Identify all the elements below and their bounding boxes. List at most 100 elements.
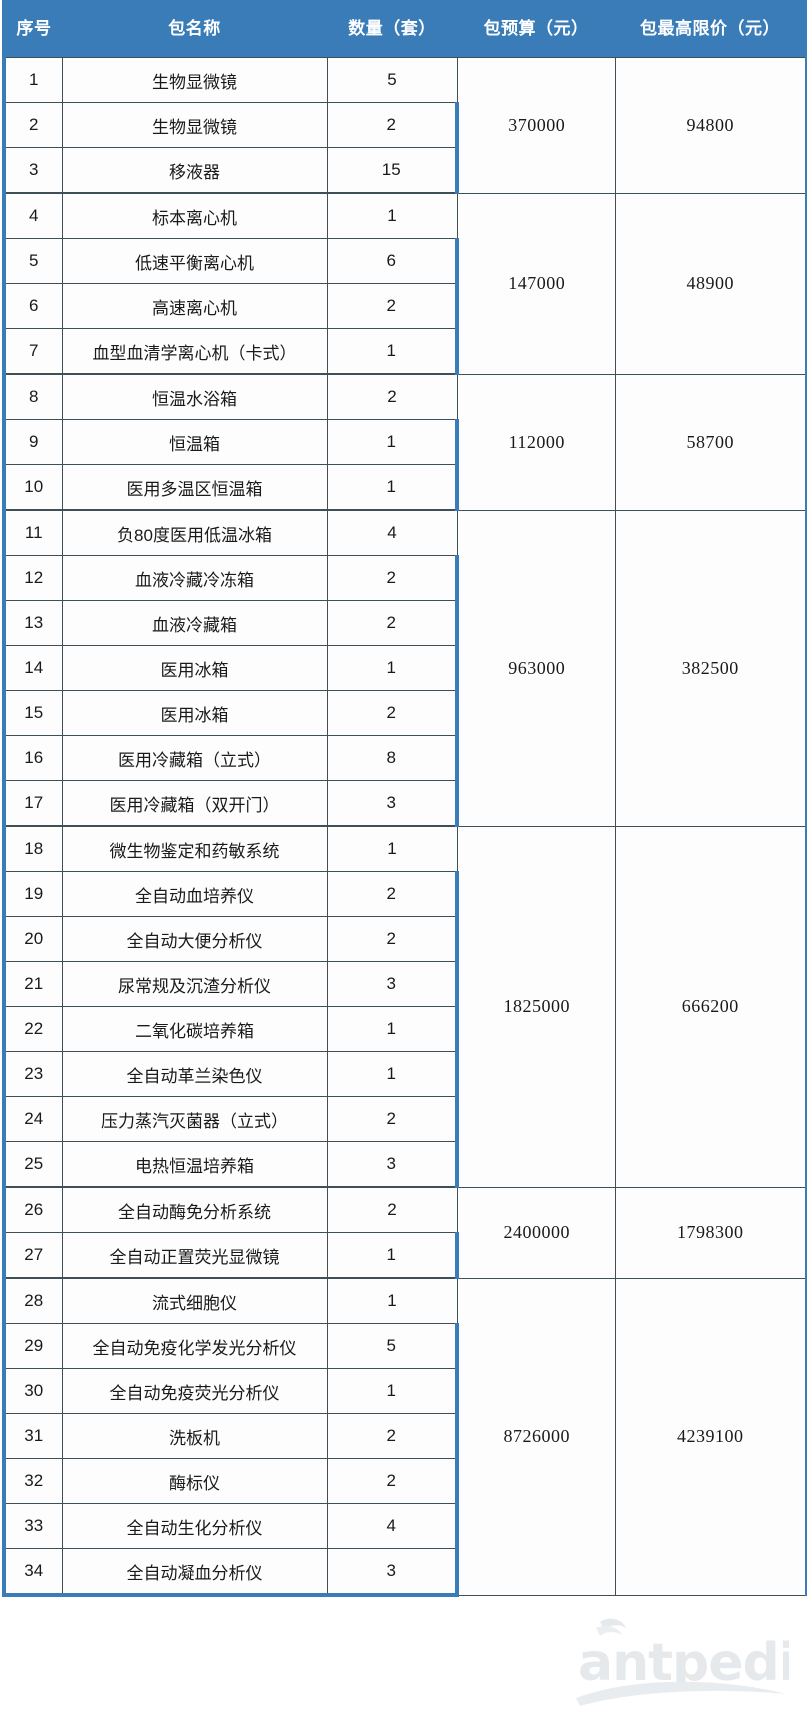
cell-package-name: 血液冷藏冷冻箱 (61, 555, 328, 601)
cell-package-budget: 2400000 (456, 1186, 616, 1279)
cell-quantity: 1 (326, 464, 459, 511)
table-row: 15 医用冰箱 2 (2, 690, 807, 736)
cell-package-budget: 147000 (456, 192, 616, 375)
cell-package-name: 医用冷藏箱（立式） (61, 735, 328, 781)
table-row: 14 医用冰箱 1 (2, 645, 807, 691)
antpedia-watermark: antpedia (574, 1602, 789, 1712)
cell-package-price-cap: 4239100 (614, 1277, 807, 1596)
cell-quantity: 2 (326, 1186, 458, 1233)
table-header-row: 序号 包名称 数量（套） 包预算（元） 包最高限价（元） (4, 0, 807, 58)
table-row: 34 全自动凝血分析仪 3 (2, 1548, 807, 1597)
cell-sequence: 5 (2, 238, 63, 284)
cell-package-name: 全自动酶免分析系统 (61, 1186, 328, 1233)
cell-sequence: 20 (2, 916, 63, 962)
cell-package-name: 低速平衡离心机 (61, 238, 328, 284)
cell-quantity: 2 (326, 871, 459, 917)
cell-package-name: 二氧化碳培养箱 (61, 1006, 328, 1052)
cell-quantity: 2 (326, 600, 459, 646)
cell-sequence: 34 (2, 1548, 63, 1597)
cell-quantity: 8 (326, 735, 459, 781)
table-row: 27 全自动正置荧光显微镜 1 (2, 1232, 807, 1279)
cell-package-name: 恒温水浴箱 (61, 373, 328, 420)
cell-quantity: 1 (326, 1232, 459, 1279)
cell-sequence: 8 (2, 373, 63, 420)
cell-sequence: 11 (2, 509, 63, 556)
cell-package-name: 移液器 (61, 147, 328, 194)
cell-package-name: 标本离心机 (61, 192, 328, 239)
cell-quantity: 1 (326, 825, 458, 872)
table-row: 16 医用冷藏箱（立式） 8 (2, 735, 807, 781)
cell-quantity: 2 (326, 1096, 459, 1142)
cell-quantity: 3 (326, 1141, 459, 1188)
cell-quantity: 1 (326, 419, 459, 465)
cell-quantity: 3 (326, 961, 459, 1007)
cell-sequence: 30 (2, 1368, 63, 1414)
table-row: 28 流式细胞仪 1 8726000 4239100 (2, 1277, 807, 1596)
table-row: 26 全自动酶免分析系统 2 2400000 1798300 (2, 1186, 807, 1279)
cell-package-price-cap: 94800 (614, 57, 807, 194)
cell-quantity: 4 (326, 1503, 459, 1549)
column-header-package-name: 包名称 (62, 0, 327, 58)
cell-sequence: 1 (2, 57, 63, 103)
table-row: 3 移液器 15 (2, 147, 807, 194)
cell-sequence: 17 (2, 780, 63, 827)
cell-package-name: 生物显微镜 (61, 57, 328, 103)
cell-sequence: 26 (2, 1186, 63, 1233)
column-header-quantity: 数量（套） (327, 0, 457, 58)
cell-sequence: 2 (2, 102, 63, 148)
cell-sequence: 7 (2, 328, 63, 375)
cell-sequence: 16 (2, 735, 63, 781)
cell-quantity: 1 (326, 645, 459, 691)
cell-package-name: 恒温箱 (61, 419, 328, 465)
cell-sequence: 33 (2, 1503, 63, 1549)
cell-quantity: 1 (326, 1006, 459, 1052)
cell-sequence: 18 (2, 825, 63, 872)
table-body: 1 生物显微镜 5 370000 94800 2 生物显微镜 2 3 移液器 15 4 标本离心机 1 14… (2, 57, 807, 1597)
table-row: 7 血型血清学离心机（卡式） 1 (2, 328, 807, 375)
cell-sequence: 25 (2, 1141, 63, 1188)
cell-sequence: 14 (2, 645, 63, 691)
cell-quantity: 2 (326, 1458, 459, 1504)
cell-quantity: 2 (326, 102, 459, 148)
cell-quantity: 4 (326, 509, 458, 556)
cell-sequence: 24 (2, 1096, 63, 1142)
cell-package-name: 压力蒸汽灭菌器（立式） (61, 1096, 328, 1142)
table-row: 23 全自动革兰染色仪 1 (2, 1051, 807, 1097)
table-row: 29 全自动免疫化学发光分析仪 5 (2, 1323, 807, 1369)
cell-package-name: 医用冰箱 (61, 645, 328, 691)
table-row: 11 负80度医用低温冰箱 4 963000 382500 (2, 509, 807, 827)
cell-sequence: 27 (2, 1232, 63, 1279)
watermark-label: antpedia (578, 1633, 789, 1693)
cell-package-name: 医用多温区恒温箱 (61, 464, 328, 511)
cell-package-price-cap: 666200 (614, 825, 807, 1188)
cell-sequence: 23 (2, 1051, 63, 1097)
cell-package-name: 医用冰箱 (61, 690, 328, 736)
cell-sequence: 10 (2, 464, 63, 511)
cell-quantity: 3 (326, 1548, 459, 1597)
cell-package-name: 全自动免疫化学发光分析仪 (61, 1323, 328, 1369)
procurement-package-table: 序号 包名称 数量（套） 包预算（元） 包最高限价（元） 1 生物显微镜 5 3700… (2, 0, 807, 1597)
cell-package-price-cap: 48900 (614, 192, 807, 375)
cell-package-name: 负80度医用低温冰箱 (61, 509, 328, 556)
cell-package-name: 全自动血培养仪 (61, 871, 328, 917)
table-row: 8 恒温水浴箱 2 112000 58700 (2, 373, 807, 511)
cell-package-budget: 8726000 (456, 1277, 616, 1596)
cell-package-budget: 1825000 (456, 825, 616, 1188)
cell-quantity: 15 (326, 147, 459, 194)
table-row: 9 恒温箱 1 (2, 419, 807, 465)
table-row: 18 微生物鉴定和药敏系统 1 1825000 666200 (2, 825, 807, 1188)
cell-sequence: 13 (2, 600, 63, 646)
cell-package-price-cap: 58700 (614, 373, 807, 511)
table-row: 5 低速平衡离心机 6 (2, 238, 807, 284)
table-row: 12 血液冷藏冷冻箱 2 (2, 555, 807, 601)
cell-package-name: 血液冷藏箱 (61, 600, 328, 646)
cell-quantity: 1 (326, 1051, 459, 1097)
column-header-budget: 包预算（元） (457, 0, 615, 58)
cell-package-name: 酶标仪 (61, 1458, 328, 1504)
cell-sequence: 3 (2, 147, 63, 194)
table-row: 19 全自动血培养仪 2 (2, 871, 807, 917)
cell-quantity: 1 (326, 328, 459, 375)
cell-sequence: 32 (2, 1458, 63, 1504)
cell-sequence: 29 (2, 1323, 63, 1369)
